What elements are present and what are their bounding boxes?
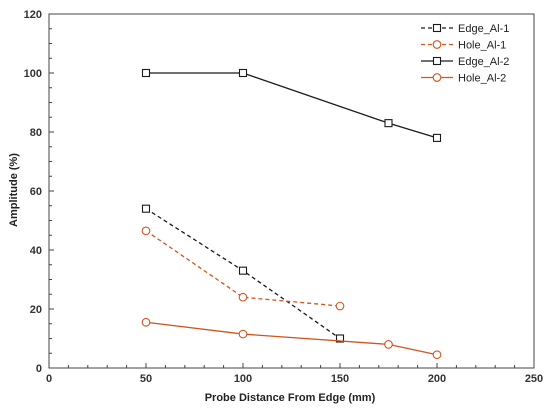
series-line-hole-al-2 bbox=[145, 321, 438, 356]
legend-marker-hole-al-2 bbox=[432, 73, 442, 82]
legend-item-edge-al-1: Edge_Al-1 bbox=[421, 23, 509, 35]
y-axis-title: Amplitude (%) bbox=[8, 153, 20, 227]
legend-marker-edge-al-1 bbox=[432, 23, 442, 33]
y-tick-label: 100 bbox=[24, 68, 42, 80]
legend: Edge_Al-1 Hole_Al-1 Edge_Al-2 Hole_Al-2 bbox=[421, 23, 509, 85]
series-layer bbox=[141, 68, 442, 360]
data-point-edge-al-2 bbox=[432, 133, 442, 142]
series-edge-al-1 bbox=[141, 204, 345, 343]
data-point-hole-al-1 bbox=[238, 292, 248, 302]
data-point-hole-al-1 bbox=[335, 301, 345, 311]
x-tick-label: 150 bbox=[331, 373, 349, 385]
legend-marker-edge-al-2 bbox=[432, 56, 442, 66]
data-point-edge-al-2 bbox=[384, 119, 393, 128]
series-hole-al-2 bbox=[141, 317, 442, 360]
data-point-hole-al-1 bbox=[141, 226, 151, 236]
legend-item-edge-al-2: Edge_Al-2 bbox=[421, 56, 509, 68]
legend-label-edge-al-2: Edge_Al-2 bbox=[458, 56, 509, 68]
data-point-hole-al-2 bbox=[384, 340, 393, 349]
legend-item-hole-al-2: Hole_Al-2 bbox=[421, 73, 506, 85]
data-point-edge-al-1 bbox=[141, 204, 151, 213]
data-point-hole-al-2 bbox=[141, 317, 151, 327]
data-point-edge-al-1 bbox=[335, 334, 345, 343]
legend-label-hole-al-1: Hole_Al-1 bbox=[458, 40, 506, 52]
legend-marker-hole-al-1 bbox=[432, 40, 442, 49]
legend-label-hole-al-2: Hole_Al-2 bbox=[458, 73, 506, 85]
x-tick-label: 200 bbox=[428, 373, 446, 385]
series-line-edge-al-2 bbox=[146, 72, 438, 139]
y-tick-label: 120 bbox=[24, 9, 42, 21]
data-point-edge-al-2 bbox=[238, 68, 248, 78]
series-hole-al-1 bbox=[141, 226, 345, 311]
y-tick-label: 20 bbox=[30, 304, 42, 316]
y-tick-label: 80 bbox=[30, 127, 42, 139]
x-tick-label: 50 bbox=[140, 373, 152, 385]
x-tick-label: 250 bbox=[525, 373, 543, 385]
axes: 0 50 100 150 200 250 0 20 40 60 80 100 120 bbox=[24, 9, 544, 385]
x-tick-label: 0 bbox=[46, 373, 52, 385]
y-tick-label: 40 bbox=[30, 245, 42, 257]
series-line-hole-al-1 bbox=[145, 230, 341, 307]
data-point-hole-al-2 bbox=[432, 350, 442, 360]
x-axis-title: Probe Distance From Edge (mm) bbox=[205, 392, 376, 404]
y-tick-label: 60 bbox=[30, 186, 42, 198]
x-tick-label: 100 bbox=[234, 373, 252, 385]
legend-item-hole-al-1: Hole_Al-1 bbox=[421, 40, 506, 52]
data-point-edge-al-1 bbox=[238, 266, 248, 275]
data-point-hole-al-2 bbox=[238, 329, 248, 339]
series-edge-al-2 bbox=[141, 68, 442, 142]
legend-label-edge-al-1: Edge_Al-1 bbox=[458, 23, 509, 35]
data-point-edge-al-2 bbox=[141, 68, 151, 78]
y-tick-label: 0 bbox=[36, 363, 42, 375]
